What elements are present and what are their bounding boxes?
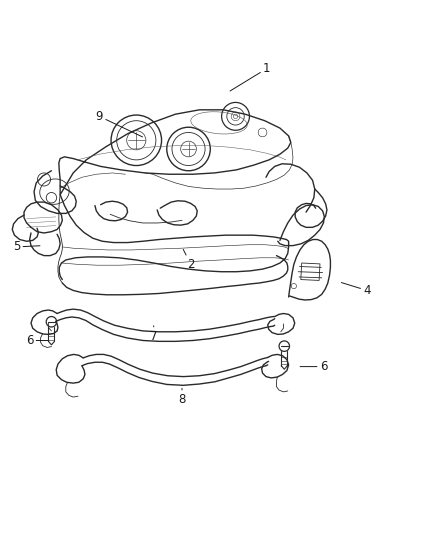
Text: 7: 7: [150, 326, 158, 343]
Text: 6: 6: [26, 334, 49, 347]
Text: 5: 5: [13, 240, 40, 253]
Text: 9: 9: [95, 110, 142, 137]
Text: 2: 2: [183, 249, 194, 271]
Text: 1: 1: [230, 62, 271, 91]
Text: 8: 8: [178, 389, 186, 406]
Text: 6: 6: [300, 360, 327, 373]
Text: 4: 4: [341, 282, 371, 297]
